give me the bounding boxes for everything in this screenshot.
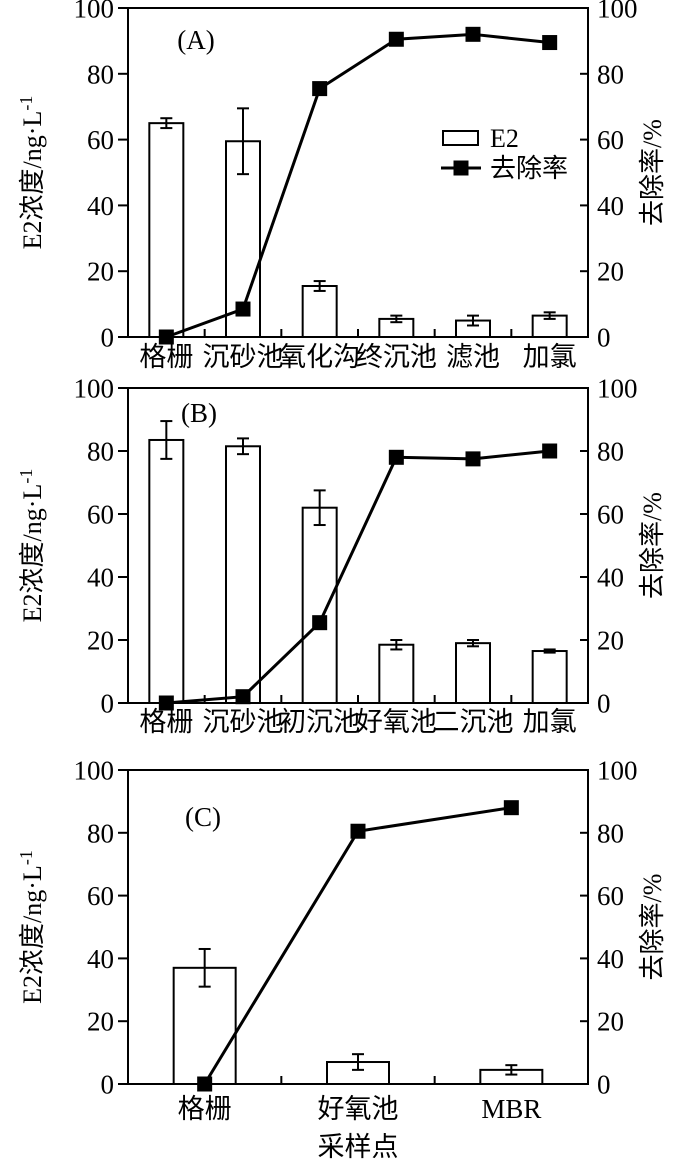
y-tick-label-left: 0: [101, 1069, 115, 1099]
removal-rate-line: [203, 806, 512, 1085]
y-tick-label-right: 40: [597, 562, 624, 592]
panel-C: 0 0 20 20 40 40 60 60 80 80 100 100 格栅 好氧池 MBR (C) E2浓度/…: [16, 755, 667, 1162]
y-tick-label-left: 100: [74, 0, 115, 23]
y-tick-label-left: 20: [87, 625, 114, 655]
x-category-label: MBR: [481, 1094, 541, 1124]
x-category-label: 二沉池: [433, 707, 514, 737]
legend-bar-label: E2: [490, 124, 519, 153]
y-tick-label-right: 40: [597, 191, 624, 221]
y-tick-label-right: 80: [597, 59, 624, 89]
y-tick-label-left: 0: [101, 688, 115, 718]
y-axis-title-right: 去除率/%: [638, 119, 667, 226]
y-tick-label-right: 20: [597, 1007, 624, 1037]
legend-line-label: 去除率: [490, 154, 568, 183]
y-tick-label-right: 60: [597, 499, 624, 529]
e2-bar: [148, 438, 185, 704]
y-axis-title-left: E2浓度/ng·L-1: [16, 469, 47, 623]
y-tick-label-right: 80: [597, 436, 624, 466]
e2-bar: [301, 285, 338, 339]
removal-rate-marker: [350, 823, 366, 839]
legend-line-marker: [453, 160, 469, 176]
x-category-label: 格栅: [139, 342, 193, 372]
removal-rate-marker: [465, 26, 481, 42]
y-tick-label-right: 0: [597, 1069, 611, 1099]
removal-rate-marker: [542, 35, 558, 51]
removal-rate-marker: [465, 451, 481, 467]
y-tick-label-right: 20: [597, 625, 624, 655]
x-category-label: 氧化沟: [279, 342, 360, 372]
y-tick-label-left: 80: [87, 436, 114, 466]
removal-rate-line: [166, 449, 550, 705]
y-tick-label-left: 40: [87, 944, 114, 974]
x-category-label: 好氧池: [356, 707, 437, 737]
plot-frame: [127, 7, 589, 338]
removal-rate-marker: [388, 31, 404, 47]
y-tick-label-left: 0: [101, 322, 115, 352]
y-tick-label-left: 80: [87, 59, 114, 89]
y-axis-title-left: E2浓度/ng·L-1: [16, 96, 47, 250]
removal-rate-marker: [503, 800, 519, 816]
e2-bar: [455, 642, 491, 705]
removal-rate-marker: [312, 81, 328, 97]
y-tick-label-left: 100: [74, 373, 115, 403]
y-tick-label-right: 60: [597, 125, 624, 155]
y-tick-label-left: 20: [87, 1007, 114, 1037]
removal-rate-marker: [235, 301, 251, 317]
x-category-label: 好氧池: [318, 1094, 399, 1124]
plot-frame: [127, 769, 589, 1085]
removal-rate-marker: [542, 443, 558, 459]
x-category-label: 加氯: [523, 342, 577, 372]
x-axis-title: 采样点: [318, 1132, 399, 1162]
y-tick-label-right: 0: [597, 322, 611, 352]
panel-letter: (A): [177, 25, 214, 55]
removal-rate-line: [165, 32, 550, 339]
e2-bar: [378, 643, 415, 704]
e2-bar: [301, 506, 338, 705]
y-tick-label-right: 60: [597, 881, 624, 911]
y-tick-label-left: 80: [87, 818, 114, 848]
y-axis-title-right: 去除率/%: [638, 492, 667, 599]
y-axis-title-left: E2浓度/ng·L-1: [16, 850, 47, 1004]
x-category-label: 格栅: [178, 1094, 232, 1124]
y-tick-label-right: 80: [597, 818, 624, 848]
y-tick-label-left: 40: [87, 191, 114, 221]
x-category-label: 加氯: [523, 707, 577, 737]
y-tick-label-right: 20: [597, 257, 624, 287]
y-tick-label-left: 40: [87, 562, 114, 592]
y-tick-label-right: 40: [597, 944, 624, 974]
y-tick-label-left: 60: [87, 125, 114, 155]
x-category-label: 滤池: [446, 342, 500, 372]
e2-bar: [148, 122, 185, 339]
y-tick-label-right: 100: [597, 0, 638, 23]
removal-rate-marker: [312, 615, 328, 631]
y-tick-label-left: 60: [87, 499, 114, 529]
x-category-label: 沉砂池: [203, 342, 284, 372]
removal-rate-marker: [235, 689, 251, 705]
panel-letter: (C): [185, 802, 221, 832]
e2-bar: [225, 445, 261, 704]
x-category-label: 格栅: [139, 707, 193, 737]
y-tick-label-right: 100: [597, 373, 638, 403]
e2-bar: [531, 650, 568, 705]
x-category-label: 沉砂池: [203, 707, 284, 737]
y-axis-title-right: 去除率/%: [638, 874, 667, 981]
panel-letter: (B): [181, 398, 217, 428]
plot-frame: [127, 387, 589, 704]
y-tick-label-left: 100: [74, 755, 115, 785]
legend-bar-swatch: [442, 130, 479, 146]
x-category-label: 终沉池: [356, 342, 437, 372]
removal-rate-marker: [388, 449, 404, 465]
y-tick-label-left: 20: [87, 257, 114, 287]
y-tick-label-right: 100: [597, 755, 638, 785]
x-category-label: 初沉池: [279, 707, 360, 737]
y-tick-label-left: 60: [87, 881, 114, 911]
y-tick-label-right: 0: [597, 688, 611, 718]
